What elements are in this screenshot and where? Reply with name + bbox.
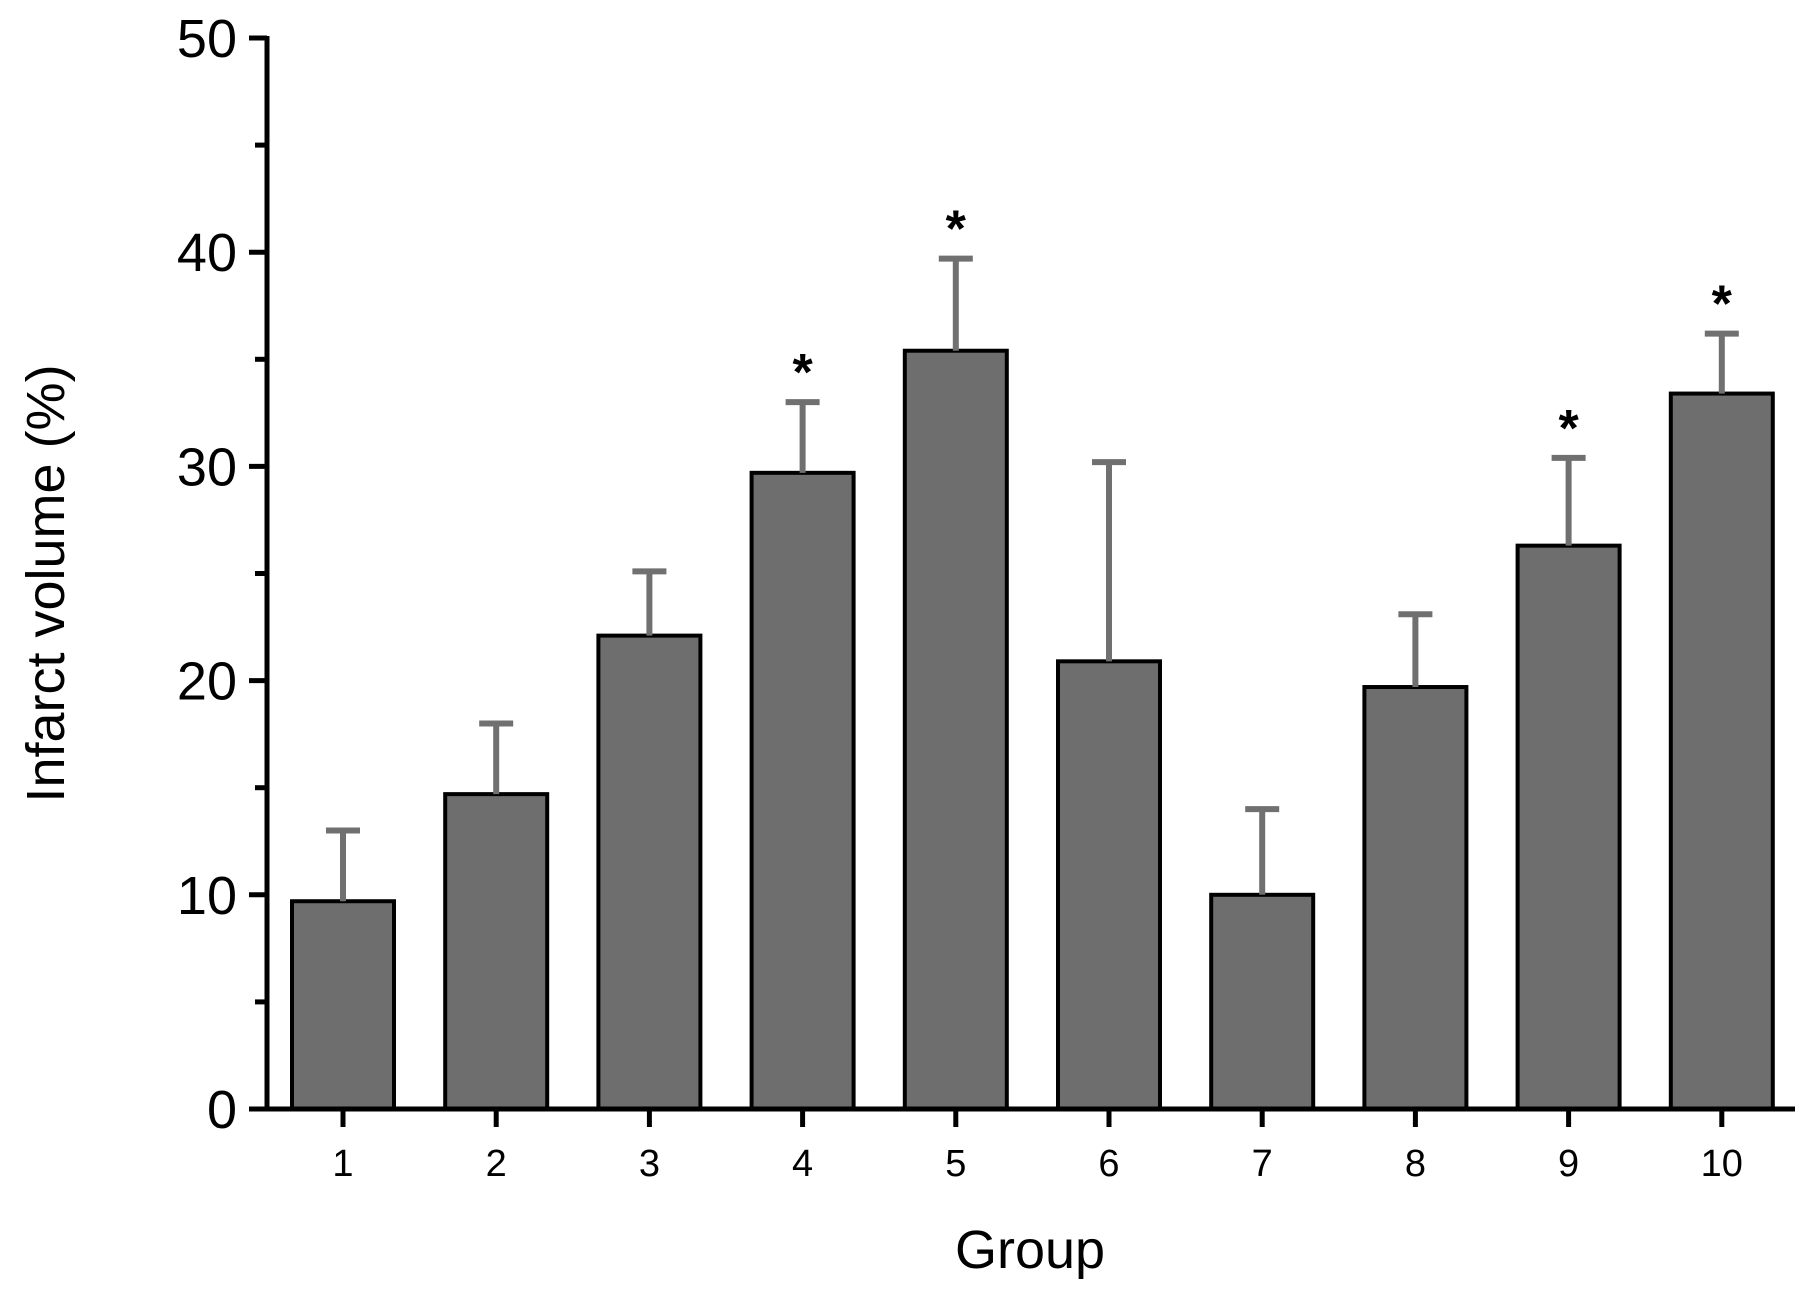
x-ticks-layer: 1 2 3 4 5 6 7 8 9 10 (332, 1109, 1743, 1185)
x-tick-label: 5 (945, 1143, 966, 1185)
bar-group-10 (1668, 391, 1775, 1111)
x-tick-label: 2 (486, 1143, 507, 1185)
bar-group-3 (596, 633, 703, 1111)
y-tick-label: 0 (207, 1080, 237, 1140)
significance-marker-10: * (1712, 276, 1733, 334)
significance-layer: * * * * (792, 201, 1732, 458)
y-tick-label: 50 (177, 9, 237, 69)
bar-group-9 (1515, 543, 1622, 1111)
bar-group-8 (1362, 685, 1469, 1111)
x-tick-label: 10 (1701, 1143, 1743, 1185)
bar-group-6 (1056, 659, 1162, 1112)
x-tick-label: 1 (332, 1143, 353, 1185)
x-tick-label: 8 (1405, 1143, 1426, 1185)
bar-group-2 (443, 792, 550, 1111)
x-axis-title: Group (955, 1220, 1105, 1280)
error-bars-layer (326, 255, 1739, 902)
x-tick-label: 3 (639, 1143, 660, 1185)
bar-group-7 (1209, 892, 1316, 1111)
x-tick-label: 6 (1098, 1143, 1119, 1185)
y-tick-label: 20 (177, 652, 237, 712)
y-tick-label: 40 (177, 223, 237, 283)
significance-marker-4: * (792, 344, 813, 402)
x-tick-label: 7 (1252, 1143, 1273, 1185)
bar-group-1 (290, 899, 396, 1112)
bars-layer (290, 348, 1775, 1112)
y-ticks-layer: 0 10 20 30 40 50 (177, 9, 267, 1140)
bar-group-5 (902, 348, 1009, 1111)
x-tick-label: 4 (792, 1143, 813, 1185)
significance-marker-9: * (1558, 400, 1579, 458)
y-tick-label: 30 (177, 437, 237, 497)
x-tick-label: 9 (1558, 1143, 1579, 1185)
significance-marker-5: * (946, 201, 967, 259)
y-axis-title: Infarct volume (%) (16, 364, 76, 802)
bar-group-4 (749, 470, 856, 1111)
y-tick-label: 10 (177, 866, 237, 926)
